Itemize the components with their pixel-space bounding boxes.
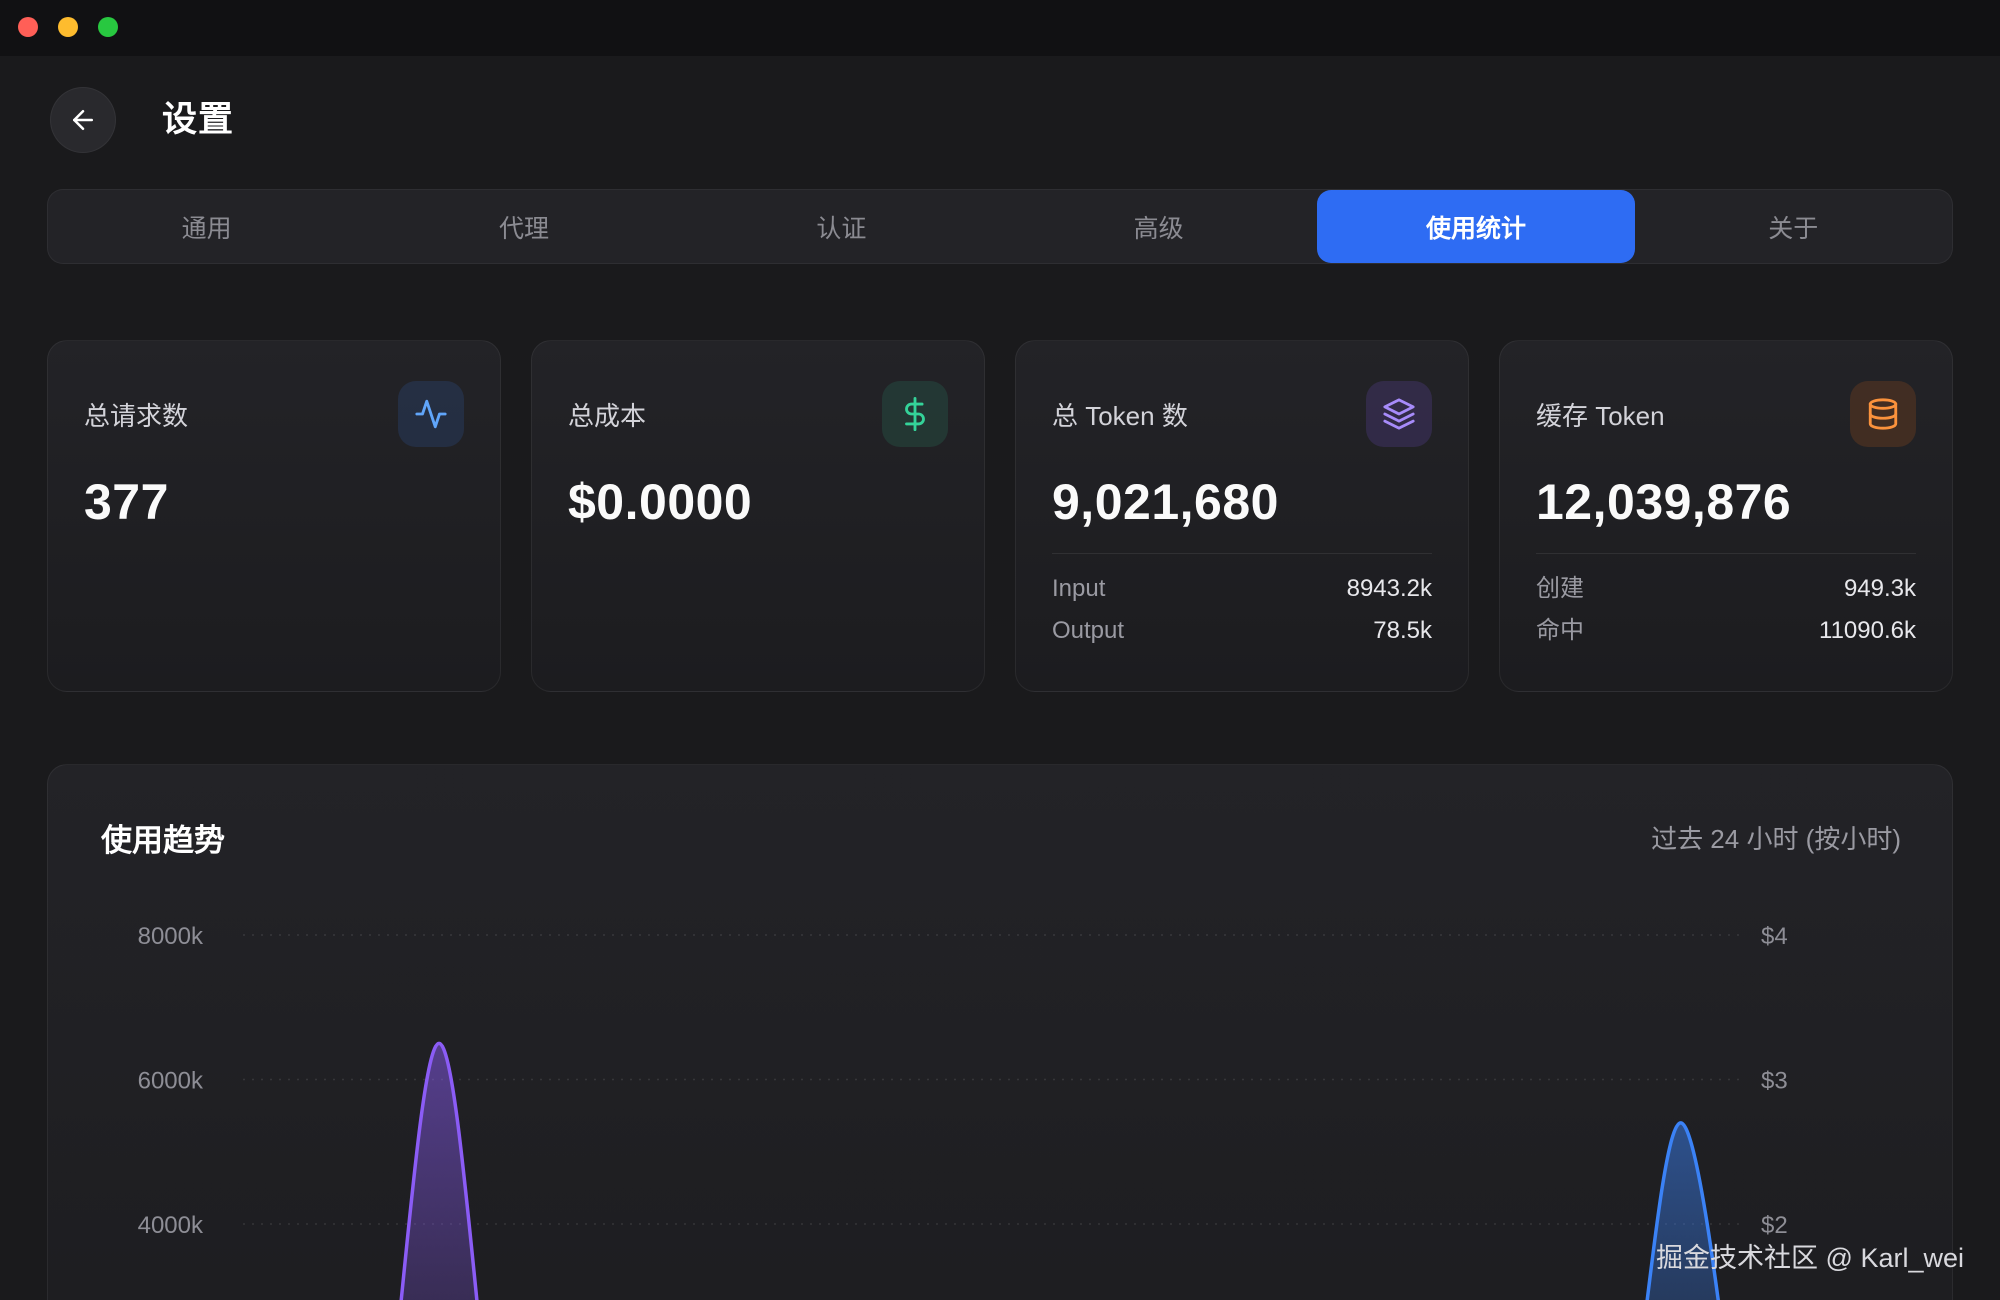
stat-value: 12,039,876 bbox=[1536, 474, 1792, 530]
svg-text:8000k: 8000k bbox=[138, 923, 204, 950]
stats-row: 总请求数 377 总成本 $0.0000 bbox=[47, 340, 1953, 692]
stat-label: 缓存 Token bbox=[1536, 400, 1665, 431]
activity-icon bbox=[398, 381, 464, 447]
breakdown-label: Output bbox=[1052, 617, 1125, 644]
svg-text:6000k: 6000k bbox=[138, 1068, 204, 1095]
breakdown-row: 命中 11090.6k bbox=[1536, 616, 1916, 646]
stat-value: 377 bbox=[84, 474, 169, 530]
svg-text:$2: $2 bbox=[1761, 1212, 1788, 1239]
stat-breakdown: 创建 949.3k 命中 11090.6k bbox=[1536, 553, 1916, 646]
stat-value: $0.0000 bbox=[568, 474, 753, 530]
breakdown-row: Output 78.5k bbox=[1052, 616, 1432, 646]
stat-label: 总成本 bbox=[568, 400, 647, 431]
usage-trend-card: 使用趋势 过去 24 小时 (按小时) 8000k 6000k 4000k $4 $3 $… bbox=[47, 764, 1953, 1300]
stat-card-total-requests: 总请求数 377 bbox=[47, 340, 501, 692]
database-icon bbox=[1850, 381, 1916, 447]
breakdown-value: 949.3k bbox=[1843, 575, 1916, 602]
arrow-left-icon bbox=[73, 110, 93, 130]
stat-card-total-tokens: 总 Token 数 9,021,680 Input 8943.2k Output… bbox=[1015, 340, 1469, 692]
close-icon[interactable] bbox=[18, 17, 38, 37]
usage-trend-chart: 8000k 6000k 4000k $4 $3 $2 bbox=[138, 923, 1788, 1300]
minimize-icon[interactable] bbox=[58, 17, 78, 37]
breakdown-row: Input 8943.2k bbox=[1052, 574, 1432, 604]
tab-proxy[interactable]: 代理 bbox=[498, 214, 549, 243]
stat-card-cached-tokens: 缓存 Token 12,039,876 创建 949.3k 命中 11090.6… bbox=[1499, 340, 1953, 692]
stat-value: 9,021,680 bbox=[1052, 474, 1279, 530]
stat-label: 总 Token 数 bbox=[1052, 400, 1188, 431]
back-button[interactable] bbox=[50, 87, 116, 153]
breakdown-row: 创建 949.3k bbox=[1536, 574, 1916, 604]
svg-text:$3: $3 bbox=[1761, 1068, 1788, 1095]
breakdown-label: 命中 bbox=[1536, 617, 1584, 644]
watermark: 掘金技术社区 @ Karl_wei bbox=[1656, 1243, 1964, 1273]
trend-title: 使用趋势 bbox=[101, 823, 225, 858]
tab-advanced[interactable]: 高级 bbox=[1133, 214, 1184, 243]
titlebar bbox=[0, 0, 2000, 56]
breakdown-label: Input bbox=[1052, 575, 1106, 602]
dollar-icon bbox=[882, 381, 948, 447]
breakdown-value: 11090.6k bbox=[1819, 617, 1916, 644]
page-title: 设置 bbox=[162, 100, 235, 139]
stat-breakdown: Input 8943.2k Output 78.5k bbox=[1052, 553, 1432, 646]
layers-icon bbox=[1366, 381, 1432, 447]
maximize-icon[interactable] bbox=[98, 17, 118, 37]
tab-general[interactable]: 通用 bbox=[181, 214, 232, 243]
breakdown-value: 8943.2k bbox=[1346, 575, 1432, 602]
stat-label: 总请求数 bbox=[84, 400, 189, 431]
stat-card-total-cost: 总成本 $0.0000 bbox=[531, 340, 985, 692]
trend-range-label: 过去 24 小时 (按小时) bbox=[1651, 824, 1901, 854]
settings-tabbar: 通用 代理 认证 高级 使用统计 关于 bbox=[47, 189, 1953, 264]
svg-text:4000k: 4000k bbox=[138, 1212, 204, 1239]
svg-text:$4: $4 bbox=[1761, 923, 1788, 950]
breakdown-value: 78.5k bbox=[1373, 617, 1432, 644]
breakdown-label: 创建 bbox=[1536, 575, 1584, 602]
tab-about[interactable]: 关于 bbox=[1768, 214, 1819, 243]
trend-header: 使用趋势 过去 24 小时 (按小时) bbox=[101, 815, 1901, 860]
tab-usage-stats[interactable]: 使用统计 bbox=[1317, 190, 1635, 263]
tab-auth[interactable]: 认证 bbox=[816, 214, 867, 243]
